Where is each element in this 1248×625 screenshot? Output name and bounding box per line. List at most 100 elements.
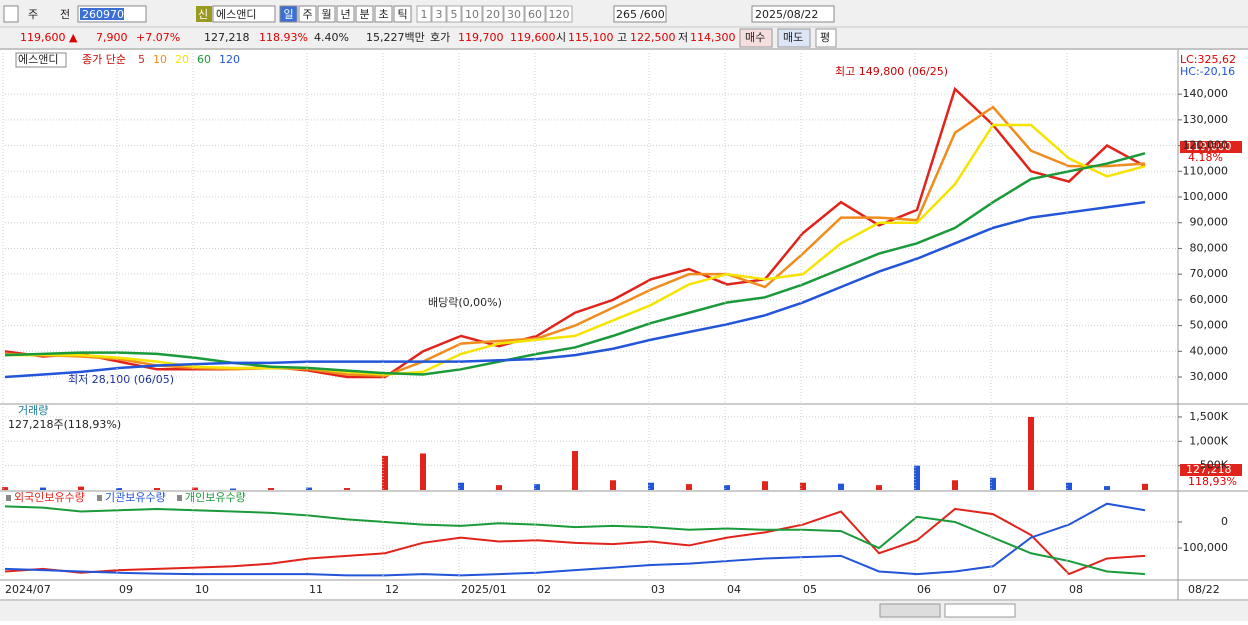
series-line [4,152,1146,376]
count[interactable]: 265 [616,8,637,21]
count-box[interactable] [613,5,667,23]
ex-div-note: 배당락(0,00%) [428,296,502,309]
scroll-controls[interactable] [879,603,941,618]
zoom-slider[interactable] [944,603,1016,618]
current-volume-pct: 118,93% [1188,475,1237,488]
volume-bar [420,453,426,490]
current-volume-box [1180,464,1242,476]
period-label[interactable]: 틱 [397,8,407,21]
legend-entry: 60 [197,53,211,66]
interval-button[interactable] [446,5,462,23]
interval-button[interactable] [431,5,447,23]
sell-button[interactable] [777,28,811,48]
volume-bar [116,488,122,490]
period-button[interactable] [279,5,298,23]
change-pct: +7.07% [136,31,180,44]
date-box[interactable] [751,5,835,23]
legend-entry: 외국인보유수량 [14,491,85,504]
period-button[interactable] [355,5,374,23]
code-input[interactable]: 260970 [82,8,124,21]
volume-bar [724,485,730,490]
buy-button[interactable] [739,28,773,48]
interval-button[interactable] [416,5,432,23]
period-button[interactable] [393,5,412,23]
period-button[interactable] [298,5,317,23]
interval-label[interactable]: 10 [465,8,479,21]
legend-stock: 에스앤디 [18,53,58,66]
period-label[interactable]: 년 [340,8,350,21]
avg[interactable]: 평 [820,31,830,44]
volume-bar [800,482,806,490]
y-tick-label: 30,000 [1190,370,1229,383]
volume-bar [1028,416,1034,490]
y-tick-label: 0 [1221,515,1228,528]
period-button[interactable] [374,5,393,23]
legend-ma-label: 종가 단순 [82,53,126,66]
legend-entry: 120 [219,53,240,66]
code-highlight [80,8,124,20]
volume-bar [838,483,844,490]
volume-bar [268,488,274,490]
date[interactable]: 2025/08/22 [755,8,818,21]
x-tick-label: 12 [385,583,399,596]
sell[interactable]: 매도 [783,31,803,44]
volume-bar [382,455,388,490]
avg-button[interactable] [815,28,837,48]
period-label[interactable]: 분 [359,8,369,21]
interval-label[interactable]: 60 [528,8,542,21]
series-line [5,123,1146,376]
y-tick-label: 1,500K [1189,410,1228,423]
current-price-box [1180,141,1242,153]
interval-button[interactable] [524,5,546,23]
volume-bar [40,487,46,490]
interval-button[interactable] [482,5,504,23]
x-tick-label: 11 [309,583,323,596]
volume-bar [648,482,654,490]
legend-marker [97,495,102,501]
volume-bar [306,487,312,490]
volume-ratio: 118.93% [259,31,308,44]
interval-button[interactable] [503,5,525,23]
interval-label[interactable]: 5 [451,8,458,21]
buy[interactable]: 매수 [745,31,765,44]
volume-bar [1104,486,1110,490]
interval-button[interactable] [545,5,573,23]
y-tick-label: 110,000 [1183,164,1229,177]
interval-label[interactable]: 30 [507,8,521,21]
x-tick-label: 02 [537,583,551,596]
bid: 119,600 [510,31,556,44]
period-label[interactable]: 주 [302,8,312,21]
x-tick-label: 07 [993,583,1007,596]
volume-bar [1066,482,1072,490]
volume-bar [458,482,464,490]
interval-label[interactable]: 3 [436,8,443,21]
interval-label[interactable]: 1 [421,8,428,21]
y-tick-label: 140,000 [1183,87,1229,100]
price: 119,600 ▲ [20,31,78,44]
interval-button[interactable] [461,5,483,23]
name-box [212,5,276,23]
period-button[interactable] [317,5,336,23]
legend-marker [177,495,182,501]
y-tick-label: 500K [1200,459,1229,472]
market-select[interactable]: 주 [28,8,38,21]
volume-bar [344,488,350,490]
period-label[interactable]: 일 [283,7,293,21]
volume-bar [914,465,920,490]
period-button[interactable] [336,5,355,23]
y-tick-label: 130,000 [1183,113,1229,126]
credit-badge [196,6,212,22]
y-tick-label: -100,000 [1179,541,1228,554]
interval-label[interactable]: 120 [549,8,570,21]
prev-button[interactable]: 전 [60,8,70,21]
amount: 15,227백만 [366,31,425,44]
volume-bar [2,487,8,490]
legend-box [15,52,67,68]
credit-label: 신 [198,8,208,21]
interval-label[interactable]: 20 [486,8,500,21]
menu-button[interactable] [3,5,19,23]
ask: 119,700 [458,31,504,44]
period-label[interactable]: 초 [378,8,388,21]
period-label[interactable]: 월 [321,8,331,21]
